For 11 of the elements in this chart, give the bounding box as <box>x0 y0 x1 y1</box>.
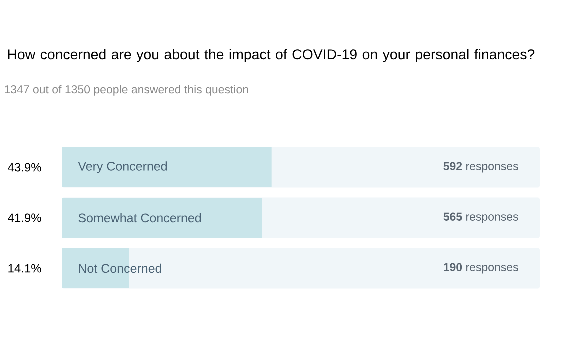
annotation: 565 responses <box>444 212 518 224</box>
data-label: 14.1% <box>8 264 42 273</box>
annotation: 190 responses <box>444 263 518 274</box>
data-label: 43.9% <box>8 163 42 172</box>
data-label: 41.9% <box>8 214 42 222</box>
chart-subtitle: 1347 out of 1350 people answered this question <box>5 85 248 96</box>
chart-title: How concerned are you about the impact of COVID-19 on your personal finances? <box>8 49 535 62</box>
y-tick-label: Not Concerned <box>79 264 162 274</box>
annotation: 592 responses <box>444 162 518 173</box>
y-tick-label: Somewhat Concerned <box>78 213 202 223</box>
y-tick-label: Very Concerned <box>78 162 168 174</box>
